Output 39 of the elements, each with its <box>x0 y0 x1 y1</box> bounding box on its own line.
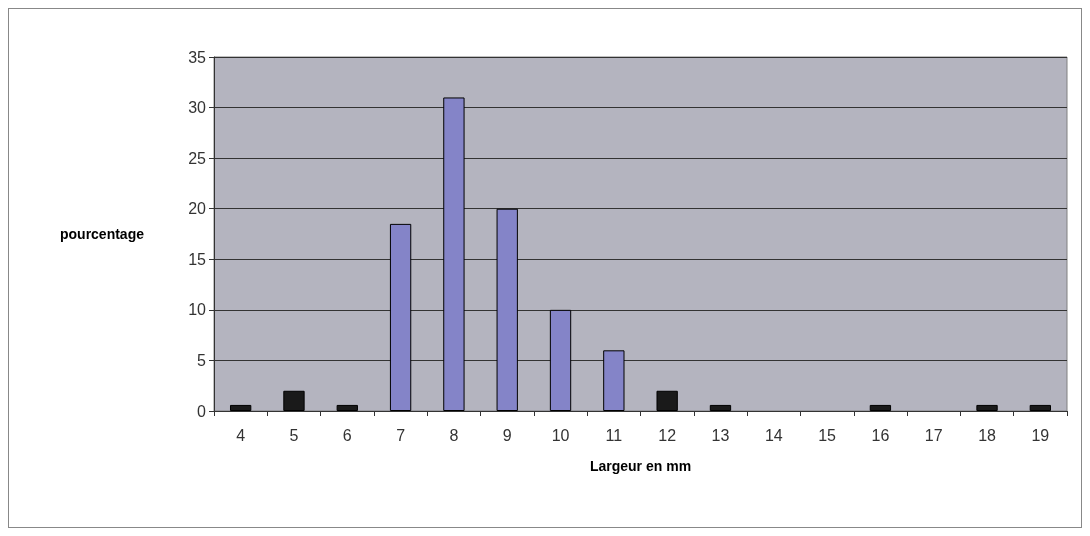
y-tick-label: 35 <box>188 48 207 66</box>
bar <box>976 404 998 411</box>
x-tick-label: 12 <box>658 426 677 444</box>
x-tick-label: 16 <box>871 426 890 444</box>
y-tick-label: 0 <box>197 402 207 420</box>
bar <box>336 404 358 411</box>
x-tick-label: 8 <box>449 426 459 444</box>
y-tick-label: 5 <box>197 351 207 369</box>
x-tick-label: 4 <box>236 426 246 444</box>
bar <box>496 208 518 411</box>
bar <box>283 390 305 411</box>
x-tick-label: 14 <box>764 426 783 444</box>
x-tick-label: 15 <box>818 426 837 444</box>
x-tick-label: 6 <box>342 426 352 444</box>
bar <box>443 97 465 411</box>
y-tick-label: 25 <box>188 149 207 167</box>
y-axis-title: pourcentage <box>59 226 145 242</box>
bar <box>1029 404 1052 411</box>
bar <box>869 404 892 411</box>
y-tick-label: 15 <box>188 250 207 268</box>
x-tick-label: 10 <box>551 426 570 444</box>
y-tick-label: 30 <box>188 99 207 117</box>
x-tick-label: 13 <box>711 426 730 444</box>
y-tick-label: 10 <box>188 301 207 319</box>
x-tick-label: 11 <box>605 426 623 444</box>
bar <box>603 350 625 411</box>
x-tick-label: 18 <box>978 426 997 444</box>
x-tick-label: 7 <box>396 426 406 444</box>
y-tick-label: 20 <box>188 200 207 218</box>
x-tick-label: 5 <box>289 426 299 444</box>
bar <box>709 404 732 411</box>
bar <box>549 309 572 411</box>
bar <box>389 223 412 411</box>
bar <box>229 404 252 411</box>
bar <box>656 390 678 411</box>
x-tick-label: 19 <box>1031 426 1050 444</box>
x-tick-label: 9 <box>502 426 512 444</box>
x-axis-title: Largeur en mm <box>589 458 692 474</box>
x-tick-label: 17 <box>924 426 943 444</box>
